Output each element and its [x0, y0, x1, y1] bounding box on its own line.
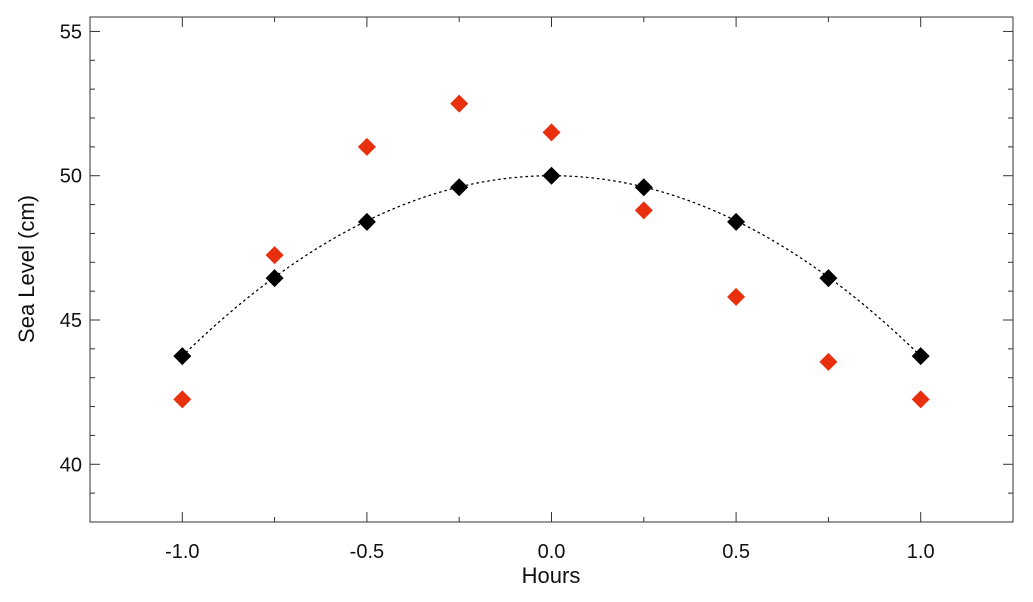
red-diamond-point	[911, 390, 930, 409]
red-diamond-point	[542, 123, 561, 142]
black-diamond-point	[265, 269, 284, 288]
x-tick-label: -1.0	[165, 541, 199, 563]
black-diamond-point	[450, 178, 469, 197]
red-diamond-point	[357, 137, 376, 156]
black-diamond-point	[634, 178, 653, 197]
black-diamond-point	[819, 269, 838, 288]
plot-frame	[89, 16, 1014, 523]
black-diamond-point	[173, 347, 192, 366]
red-diamond-point	[634, 201, 653, 220]
red-diamond-point	[819, 352, 838, 371]
black-diamond-point	[911, 347, 930, 366]
y-tick-label: 50	[60, 166, 82, 188]
black-diamond-point	[542, 166, 561, 185]
black-diamond-point	[357, 212, 376, 231]
black-diamond-point	[727, 212, 746, 231]
fit-curve	[181, 175, 922, 357]
red-diamond-point	[173, 390, 192, 409]
y-axis-label: Sea Level (cm)	[14, 195, 39, 343]
data-points	[173, 94, 930, 409]
x-tick-label: 0.5	[722, 541, 750, 563]
x-tick-label: 1.0	[907, 541, 935, 563]
tick-labels: -1.0 -0.5 0.0 0.5 1.0 40 45 50 55	[60, 21, 935, 563]
y-tick-label: 55	[60, 21, 82, 43]
axis-ticks	[90, 17, 1013, 523]
x-axis-label: Hours	[522, 563, 581, 588]
red-diamond-point	[450, 94, 469, 113]
y-tick-label: 45	[60, 310, 82, 332]
x-tick-label: -0.5	[350, 541, 384, 563]
y-tick-label: 40	[60, 454, 82, 476]
x-tick-label: 0.0	[538, 541, 566, 563]
fit-curve-group	[181, 175, 922, 357]
red-diamond-point	[265, 246, 284, 265]
red-diamond-point	[727, 287, 746, 306]
